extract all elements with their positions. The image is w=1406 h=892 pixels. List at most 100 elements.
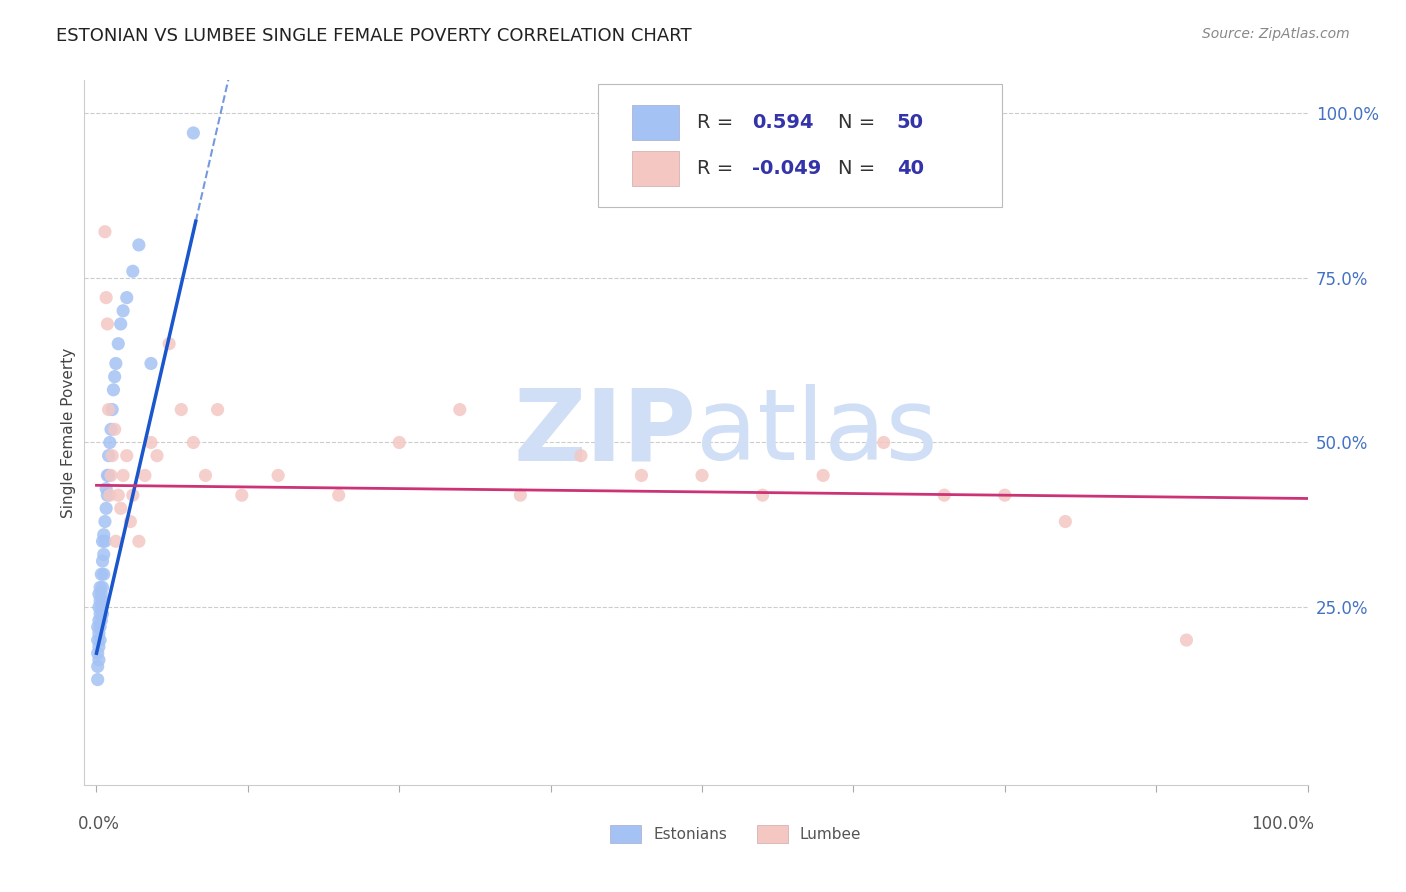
Point [103,383,125,397]
Point [86,633,108,648]
Text: 0.0%: 0.0% [79,814,120,833]
Point [89,607,111,621]
Point [170,402,193,417]
Point [93,548,115,562]
Point [690,468,713,483]
Text: 50: 50 [897,113,924,132]
Point [89,633,111,648]
Point [107,336,129,351]
Point [97,468,120,483]
Point [100,468,122,483]
Text: ZIP: ZIP [513,384,696,481]
Point [89,581,111,595]
Text: R =: R = [697,159,740,178]
Point [934,488,956,502]
Text: 0.594: 0.594 [752,113,814,132]
Point [811,468,834,483]
Point [994,488,1017,502]
Point [91,534,114,549]
Text: R =: R = [697,113,740,132]
Point [120,515,142,529]
Point [98,435,121,450]
Text: 40: 40 [897,159,924,178]
Point [90,600,112,615]
Point [104,534,127,549]
Point [112,468,135,483]
Bar [633,151,679,186]
Point [91,607,114,621]
Point [87,613,110,627]
Point [128,534,150,549]
Bar [610,825,641,843]
Point [96,468,118,483]
Point [115,449,138,463]
Point [96,488,118,502]
Point [207,402,229,417]
Point [86,646,108,660]
Point [873,435,896,450]
Point [121,264,143,278]
Point [267,468,290,483]
Point [101,449,124,463]
Point [110,317,132,331]
Text: N =: N = [838,159,882,178]
Text: atlas: atlas [696,384,938,481]
Point [100,422,122,436]
Text: N =: N = [838,113,882,132]
Point [139,356,162,370]
Point [630,468,652,483]
Point [115,291,138,305]
Point [96,291,118,305]
Bar [633,105,679,140]
Point [194,468,217,483]
Text: -0.049: -0.049 [752,159,821,178]
Point [91,581,114,595]
Point [104,422,127,436]
Point [86,659,108,673]
Text: 100.0%: 100.0% [1251,814,1313,833]
Point [231,488,253,502]
Point [96,317,118,331]
Point [94,534,117,549]
Point [134,468,156,483]
Point [112,303,135,318]
Point [87,600,110,615]
Point [96,501,118,516]
Point [183,435,205,450]
Point [157,336,180,351]
Point [1054,515,1077,529]
Point [388,435,411,450]
Point [90,567,112,582]
Point [569,449,592,463]
Point [107,488,129,502]
Point [128,238,150,252]
Point [87,640,110,654]
Point [146,449,169,463]
Point [87,587,110,601]
Point [139,435,162,450]
Point [87,653,110,667]
Point [94,515,117,529]
Text: Lumbee: Lumbee [800,827,862,842]
Point [97,402,120,417]
Point [183,126,205,140]
Point [91,554,114,568]
Point [89,620,111,634]
Point [101,402,124,417]
Text: Source: ZipAtlas.com: Source: ZipAtlas.com [1202,27,1350,41]
Bar [758,825,787,843]
Point [90,587,112,601]
Point [86,620,108,634]
Point [104,369,127,384]
Point [94,225,117,239]
Text: Estonians: Estonians [654,827,727,842]
Point [90,613,112,627]
Point [121,488,143,502]
Point [104,356,127,370]
Point [87,626,110,640]
Point [93,527,115,541]
Point [509,488,531,502]
Point [93,567,115,582]
FancyBboxPatch shape [598,84,1002,207]
Text: ESTONIAN VS LUMBEE SINGLE FEMALE POVERTY CORRELATION CHART: ESTONIAN VS LUMBEE SINGLE FEMALE POVERTY… [56,27,692,45]
